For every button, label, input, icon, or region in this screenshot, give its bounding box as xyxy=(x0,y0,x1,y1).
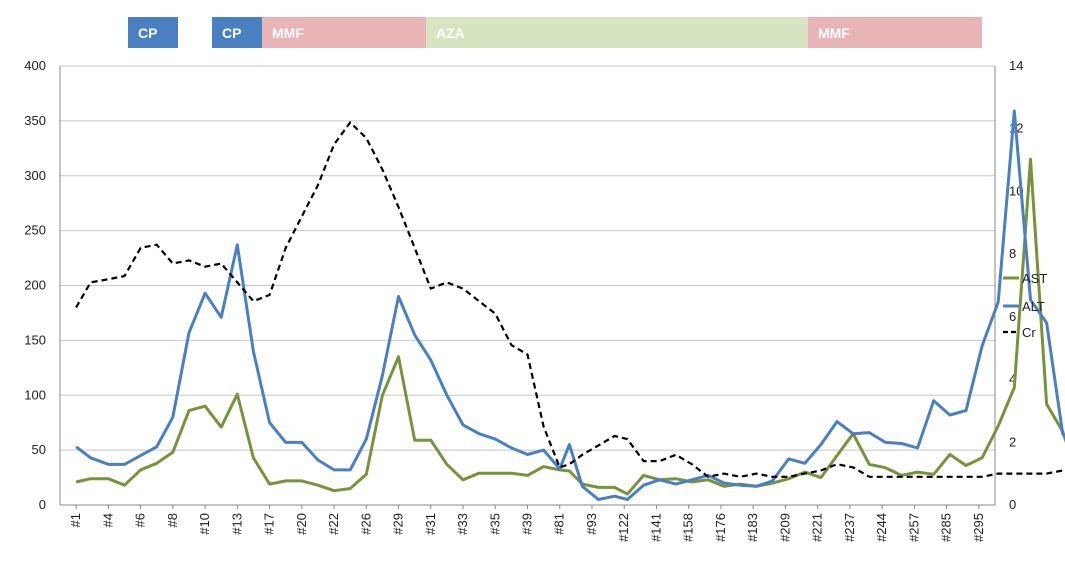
right-tick-label: 14 xyxy=(1009,58,1023,73)
series-line-alt xyxy=(75,109,1065,501)
right-tick-label: 6 xyxy=(1009,309,1016,324)
x-tick-label: #221 xyxy=(810,513,825,542)
x-tick-label: #122 xyxy=(616,513,631,542)
x-tick-label: #93 xyxy=(584,513,599,535)
right-tick-label: 0 xyxy=(1009,497,1016,512)
treatment-band-label-3: AZA xyxy=(436,25,465,41)
x-tick-label: #81 xyxy=(552,513,567,535)
x-tick-label: #20 xyxy=(294,513,309,535)
x-tick-label: #13 xyxy=(229,513,244,535)
left-tick-label: 100 xyxy=(24,387,46,402)
right-tick-label: 2 xyxy=(1009,434,1016,449)
x-tick-label: #33 xyxy=(455,513,470,535)
x-tick-label: #4 xyxy=(100,513,115,527)
left-tick-label: 300 xyxy=(24,168,46,183)
legend-label-alt: ALT xyxy=(1022,299,1045,314)
legend-label-cr: Cr xyxy=(1022,325,1036,340)
x-tick-label: #6 xyxy=(133,513,148,527)
treatment-bands: CP CP MMF AZA MMF xyxy=(128,17,982,48)
treatment-band-label-2: MMF xyxy=(272,25,304,41)
series-lines xyxy=(75,109,1065,501)
x-tick-label: #209 xyxy=(777,513,792,542)
legend: AST ALT Cr xyxy=(1003,271,1047,340)
x-tick-label: #158 xyxy=(681,513,696,542)
x-tick-label: #10 xyxy=(197,513,212,535)
x-tick-label: #183 xyxy=(745,513,760,542)
treatment-band-cp-0 xyxy=(128,17,178,48)
left-tick-label: 350 xyxy=(24,113,46,128)
x-tick-label: #244 xyxy=(874,513,889,542)
x-tick-label: #176 xyxy=(713,513,728,542)
legend-label-ast: AST xyxy=(1022,271,1047,286)
x-tick-label: #295 xyxy=(971,513,986,542)
left-tick-label: 250 xyxy=(24,223,46,238)
left-tick-label: 200 xyxy=(24,278,46,293)
treatment-band-label-0: CP xyxy=(138,25,157,41)
x-tick-label: #8 xyxy=(165,513,180,527)
left-tick-label: 150 xyxy=(24,332,46,347)
left-tick-label: 0 xyxy=(39,497,46,512)
left-axis-ticks: 0 50 100 150 200 250 300 350 400 xyxy=(24,58,46,512)
right-tick-label: 4 xyxy=(1009,372,1016,387)
x-tick-label: #141 xyxy=(648,513,663,542)
x-tick-label: #17 xyxy=(262,513,277,535)
series-line-ast xyxy=(75,157,1065,496)
x-tick-label: #26 xyxy=(358,513,373,535)
treatment-band-cp-1 xyxy=(212,17,262,48)
treatment-band-label-1: CP xyxy=(222,25,241,41)
x-tick-label: #35 xyxy=(487,513,502,535)
treatment-band-label-4: MMF xyxy=(818,25,850,41)
treatment-band-mmf-4 xyxy=(808,17,982,48)
left-tick-label: 50 xyxy=(32,442,46,457)
treatment-band-mmf-2 xyxy=(262,17,426,48)
treatment-band-aza-3 xyxy=(426,17,808,48)
x-tick-label: #39 xyxy=(520,513,535,535)
x-tick-label: #237 xyxy=(842,513,857,542)
x-tick-label: #29 xyxy=(391,513,406,535)
right-tick-label: 8 xyxy=(1009,246,1016,261)
x-tick-label: #22 xyxy=(326,513,341,535)
x-tick-label: #1 xyxy=(68,513,83,527)
x-tick-label: #285 xyxy=(939,513,954,542)
x-axis-ticks: #1 #4 #6 #8 #10 #13 #17 #20 #22 #26 #29 #31 #33 #35 #3… xyxy=(68,505,986,542)
left-tick-label: 400 xyxy=(24,58,46,73)
x-tick-label: #31 xyxy=(423,513,438,535)
series-line-cr xyxy=(75,121,1065,478)
x-tick-label: #257 xyxy=(906,513,921,542)
